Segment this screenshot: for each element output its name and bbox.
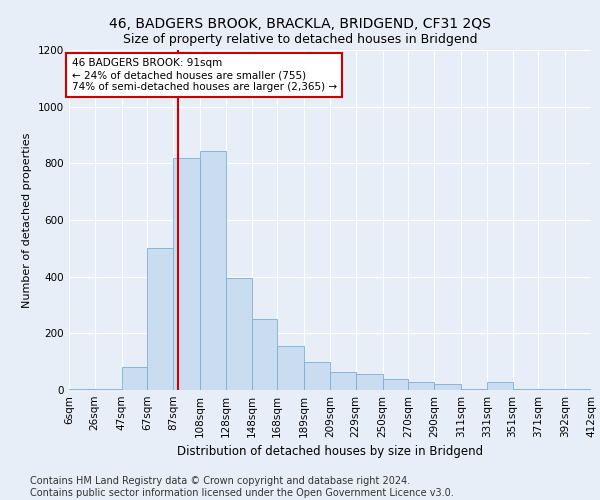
Bar: [95, 388, 122, 390]
Bar: [330, 372, 356, 390]
Bar: [226, 278, 251, 390]
Text: 46 BADGERS BROOK: 91sqm
← 24% of detached houses are smaller (755)
74% of semi-d: 46 BADGERS BROOK: 91sqm ← 24% of detache…: [71, 58, 337, 92]
Bar: [304, 362, 330, 390]
Bar: [409, 382, 434, 390]
Bar: [565, 388, 591, 390]
Bar: [356, 374, 383, 390]
Bar: [383, 378, 409, 390]
Bar: [487, 382, 512, 390]
Text: Contains HM Land Registry data © Crown copyright and database right 2024.
Contai: Contains HM Land Registry data © Crown c…: [30, 476, 454, 498]
Bar: [538, 388, 565, 390]
X-axis label: Distribution of detached houses by size in Bridgend: Distribution of detached houses by size …: [177, 446, 483, 458]
Text: 46, BADGERS BROOK, BRACKLA, BRIDGEND, CF31 2QS: 46, BADGERS BROOK, BRACKLA, BRIDGEND, CF…: [109, 18, 491, 32]
Y-axis label: Number of detached properties: Number of detached properties: [22, 132, 32, 308]
Bar: [200, 150, 226, 390]
Bar: [512, 388, 538, 390]
Bar: [277, 346, 304, 390]
Bar: [434, 384, 461, 390]
Bar: [173, 158, 200, 390]
Bar: [251, 319, 277, 390]
Bar: [122, 368, 148, 390]
Bar: [461, 388, 487, 390]
Bar: [148, 248, 173, 390]
Bar: [69, 388, 95, 390]
Text: Size of property relative to detached houses in Bridgend: Size of property relative to detached ho…: [123, 32, 477, 46]
